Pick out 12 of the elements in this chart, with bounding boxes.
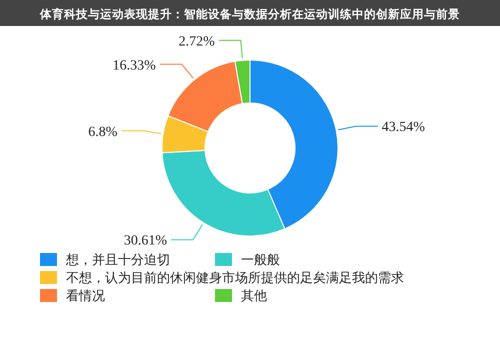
data-label: 6.8% bbox=[88, 124, 118, 140]
legend-label: 一般般 bbox=[241, 253, 280, 268]
legend-label: 不想，认为目前的休闲健身市场所提供的足矣满足我的需求 bbox=[66, 271, 404, 286]
chart-title: 体育科技与运动表现提升：智能设备与数据分析在运动训练中的创新应用与前景 bbox=[39, 7, 460, 21]
legend-label: 其他 bbox=[241, 289, 267, 304]
data-label: 2.72% bbox=[178, 34, 216, 50]
legend-label: 看情况 bbox=[66, 289, 105, 304]
data-label: 43.54% bbox=[382, 120, 426, 136]
legend-label: 想，并且十分迫切 bbox=[65, 253, 170, 268]
data-label: 16.33% bbox=[112, 58, 156, 74]
title-banner: 体育科技与运动表现提升：智能设备与数据分析在运动训练中的创新应用与前景 bbox=[0, 0, 500, 26]
data-label: 30.61% bbox=[124, 234, 168, 249]
